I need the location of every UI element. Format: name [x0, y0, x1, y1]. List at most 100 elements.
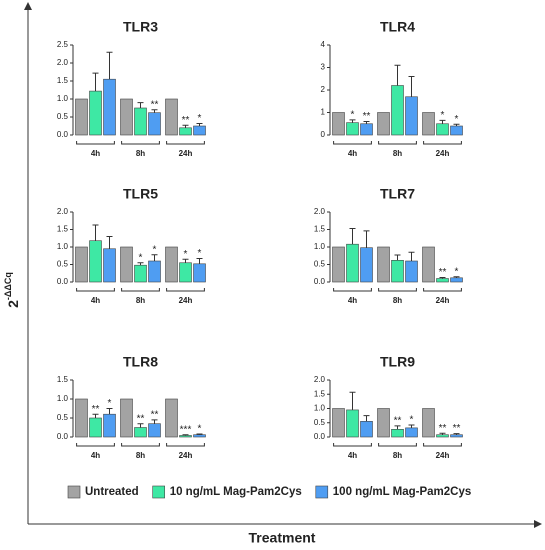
- bar: [450, 277, 463, 283]
- x-tick-label: 8h: [136, 296, 145, 305]
- bar: [165, 246, 178, 283]
- significance-label: **: [137, 413, 145, 424]
- bar: [360, 247, 373, 283]
- significance-label: **: [151, 99, 159, 110]
- bar: [346, 409, 359, 438]
- legend-label: 10 ng/mL Mag-Pam2Cys: [170, 486, 302, 498]
- y-tick-label: 1.0: [57, 242, 69, 251]
- bar: [134, 107, 147, 136]
- y-tick-label: 2.0: [314, 375, 326, 384]
- y-tick-label: 0.0: [314, 277, 326, 286]
- bar: [405, 96, 418, 136]
- y-tick-label: 2.0: [57, 207, 69, 216]
- error-bar: [92, 224, 99, 241]
- category-bracket: [166, 288, 205, 292]
- panel-title: TLR3: [123, 19, 158, 35]
- y-tick-label: 0.5: [314, 418, 326, 427]
- bar: [103, 248, 116, 283]
- error-bar: [349, 119, 356, 123]
- error-bar: [92, 72, 99, 92]
- bar: [377, 246, 390, 283]
- x-tick-label: 24h: [436, 149, 450, 158]
- bar: [405, 427, 418, 438]
- significance-label: *: [351, 110, 355, 121]
- category-bracket: [121, 288, 160, 292]
- legend-swatch: [152, 485, 165, 499]
- x-tick-label: 4h: [348, 149, 357, 158]
- error-bar: [92, 413, 99, 418]
- significance-label: **: [363, 111, 371, 122]
- panel-title: TLR4: [380, 19, 415, 35]
- y-tick-label: 1.0: [57, 94, 69, 103]
- x-tick-label: 4h: [91, 451, 100, 460]
- y-tick-label: 1.0: [57, 394, 69, 403]
- bar: [360, 123, 373, 136]
- bar: [89, 90, 102, 136]
- error-bar: [453, 433, 460, 435]
- category-bracket: [121, 141, 160, 145]
- error-bar: [196, 433, 203, 435]
- bar: [148, 112, 161, 136]
- category-bracket: [76, 288, 115, 292]
- error-bar: [453, 276, 460, 278]
- y-tick-label: 0.5: [314, 260, 326, 269]
- bar: [422, 408, 435, 438]
- legend-label: 100 ng/mL Mag-Pam2Cys: [333, 486, 471, 498]
- bar: [436, 278, 449, 283]
- legend-label: Untreated: [85, 486, 139, 498]
- error-bar: [439, 432, 446, 435]
- error-bar: [363, 415, 370, 422]
- error-bar: [151, 254, 158, 261]
- bar: [134, 264, 147, 283]
- y-tick-label: 1: [321, 108, 326, 117]
- error-bar: [408, 76, 415, 97]
- bar: [89, 240, 102, 283]
- y-tick-label: 4: [321, 40, 326, 49]
- bar: [120, 98, 133, 136]
- bar: [120, 246, 133, 283]
- category-bracket: [76, 141, 115, 145]
- error-bar: [349, 391, 356, 410]
- significance-label: *: [139, 252, 143, 263]
- bar: [450, 125, 463, 136]
- bar: [120, 398, 133, 438]
- bar: [332, 408, 345, 438]
- significance-label: *: [198, 113, 202, 124]
- bar: [405, 260, 418, 283]
- bar: [148, 423, 161, 438]
- y-tick-label: 1.5: [57, 375, 69, 384]
- bar: [165, 398, 178, 438]
- x-tick-label: 4h: [348, 451, 357, 460]
- significance-label: **: [453, 423, 461, 434]
- error-bar: [363, 230, 370, 248]
- x-axis-label: Treatment: [249, 530, 316, 546]
- x-tick-label: 24h: [179, 451, 193, 460]
- x-tick-label: 24h: [436, 451, 450, 460]
- error-bar: [182, 258, 189, 263]
- y-tick-label: 2: [321, 85, 326, 94]
- error-bar: [137, 102, 144, 108]
- significance-label: *: [198, 424, 202, 435]
- y-tick-label: 2.5: [57, 40, 69, 49]
- category-bracket: [166, 141, 205, 145]
- error-bar: [394, 254, 401, 261]
- category-bracket: [333, 288, 372, 292]
- panel-title: TLR9: [380, 354, 415, 370]
- x-tick-label: 4h: [91, 149, 100, 158]
- bar: [332, 112, 345, 136]
- error-bar: [363, 121, 370, 124]
- x-tick-label: 24h: [179, 296, 193, 305]
- y-tick-label: 0.0: [314, 432, 326, 441]
- bar: [332, 246, 345, 283]
- y-tick-label: 1.5: [314, 389, 326, 398]
- y-tick-label: 1.0: [314, 404, 326, 413]
- error-bar: [137, 423, 144, 428]
- x-tick-label: 8h: [136, 451, 145, 460]
- category-bracket: [333, 141, 372, 145]
- bar: [148, 260, 161, 283]
- significance-label: *: [441, 110, 445, 121]
- bar: [179, 262, 192, 283]
- error-bar: [408, 251, 415, 261]
- bar: [165, 98, 178, 136]
- x-tick-label: 8h: [393, 451, 402, 460]
